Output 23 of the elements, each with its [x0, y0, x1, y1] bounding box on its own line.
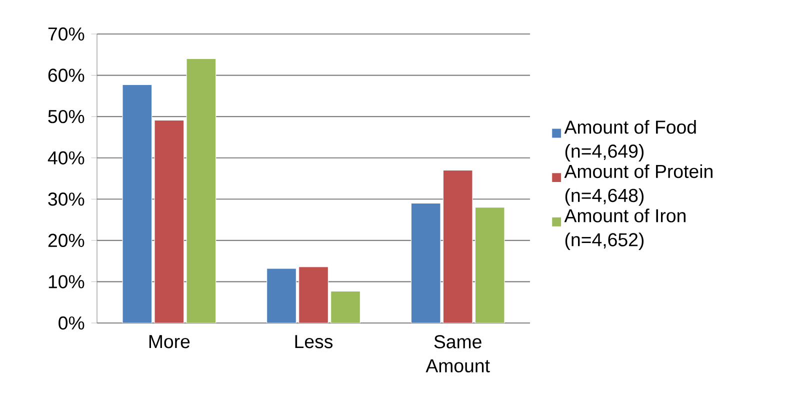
y-tick-label: 30%	[48, 192, 84, 206]
legend-label: Amount of Food (n=4,649)	[564, 120, 696, 162]
bar	[122, 84, 152, 323]
bar	[410, 203, 441, 323]
y-tick-label: 40%	[48, 151, 84, 164]
y-tick-label: 20%	[48, 234, 84, 248]
x-tick-label: More	[149, 335, 190, 348]
bar	[474, 207, 505, 323]
bar	[298, 266, 328, 323]
x-tick-label: Same Amount	[426, 335, 490, 372]
legend-label: Amount of Iron (n=4,652)	[564, 208, 686, 250]
bar	[186, 58, 216, 323]
y-tick-label: 10%	[48, 275, 84, 288]
y-tick-label: 50%	[48, 110, 84, 124]
bar	[266, 268, 296, 323]
bar	[154, 120, 184, 323]
legend-label: Amount of Protein (n=4,648)	[564, 164, 712, 206]
y-tick-label: 0%	[58, 316, 84, 330]
x-tick-label: Less	[295, 335, 333, 348]
y-tick-label: 70%	[48, 27, 84, 41]
bar	[330, 290, 360, 323]
bar	[442, 170, 473, 323]
y-tick-label: 60%	[48, 68, 84, 82]
